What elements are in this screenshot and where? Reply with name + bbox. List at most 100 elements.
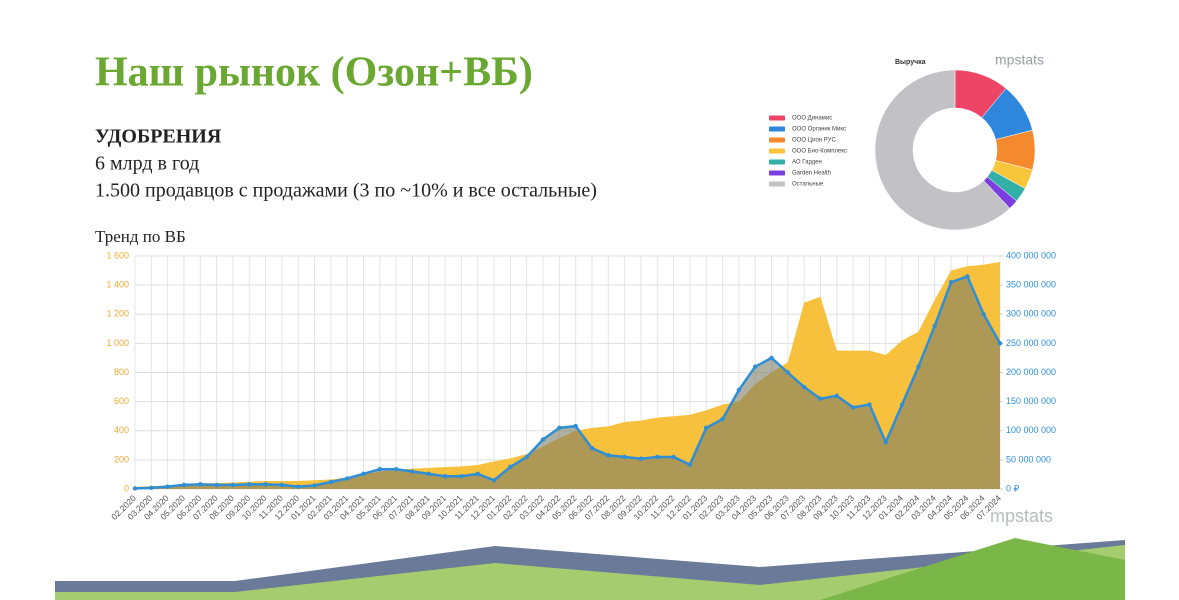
y-tick-label: 1 200 (106, 309, 129, 319)
point (932, 323, 937, 329)
point (214, 482, 219, 488)
point (247, 482, 252, 487)
point (720, 416, 725, 422)
point (296, 484, 301, 489)
point (606, 453, 611, 458)
point (181, 482, 187, 488)
point (687, 462, 693, 467)
point (508, 464, 513, 470)
watermark: mpstats (995, 52, 1044, 68)
legend-label: ООО Динамис (792, 116, 832, 122)
point (524, 454, 529, 460)
legend-swatch (769, 148, 785, 154)
point (850, 405, 856, 410)
legend-label: АО Гарден (792, 160, 822, 166)
line (134, 274, 1002, 490)
y-tick-label: 1 000 (106, 338, 129, 348)
point (132, 486, 138, 491)
point (573, 423, 578, 429)
text-line: 6 млрд в год (95, 153, 199, 175)
donut-title: Выручка (895, 59, 926, 66)
point (312, 483, 317, 488)
point (638, 456, 644, 461)
decor (55, 545, 1125, 600)
point (540, 437, 546, 442)
text-line: 1.500 продавцов с продажами (3 по ~10% и… (95, 180, 597, 202)
point (459, 473, 464, 479)
point (230, 482, 236, 488)
point (785, 370, 791, 375)
y2-tick-label: 150 000 000 (1006, 396, 1056, 406)
point (948, 280, 954, 285)
point (426, 471, 431, 477)
y2-tick-label: 400 000 000 (1006, 250, 1056, 260)
point (589, 446, 595, 451)
legend-label: ООО Био-Комплекс (792, 149, 847, 155)
decor (820, 538, 1125, 600)
point (769, 355, 774, 361)
point (997, 341, 1003, 346)
y-tick-label: 0 (124, 483, 129, 493)
legend-swatch (769, 181, 785, 187)
y2-tick-label: 200 000 000 (1006, 367, 1056, 377)
point (916, 364, 921, 369)
y-tick-label: 400 (114, 425, 129, 435)
point (736, 387, 742, 393)
legend-swatch (769, 159, 785, 165)
y-tick-label: 200 (114, 454, 129, 464)
legend-label: Garden Health (792, 171, 831, 177)
point (883, 440, 888, 445)
watermark: mpstats (990, 506, 1053, 526)
legend-swatch (769, 170, 785, 176)
y-tick-label: 1 400 (106, 280, 129, 290)
donut-slice (874, 69, 1011, 231)
slide-title: Наш рынок (Озон+ВБ) (95, 50, 533, 96)
point (557, 425, 562, 431)
point (818, 396, 823, 401)
legend-label: Остальные (792, 182, 824, 188)
subtitle: УДОБРЕНИЯ (95, 126, 222, 148)
point (361, 471, 366, 477)
point (198, 482, 203, 487)
point (704, 425, 709, 431)
point (442, 473, 448, 479)
point (263, 482, 268, 487)
point (655, 454, 660, 460)
point (965, 274, 970, 279)
y-tick-label: 1 600 (106, 250, 129, 260)
y2-tick-label: 0 ₽ (1006, 483, 1020, 493)
point (328, 479, 334, 485)
point (410, 469, 415, 474)
legend-swatch (769, 137, 785, 143)
charts: ООО Динамис ООО Органик Микс ООО Цион РУС О… (106, 69, 1056, 522)
point (834, 393, 839, 398)
point (393, 466, 399, 472)
chart-title: Тренд по ВБ (95, 227, 186, 246)
y-tick-label: 800 (114, 367, 129, 377)
y2-tick-label: 100 000 000 (1006, 425, 1056, 435)
point (801, 384, 807, 390)
y2-tick-label: 250 000 000 (1006, 338, 1056, 348)
point (377, 466, 383, 472)
point (867, 402, 872, 407)
legend-label: ООО Органик Микс (792, 127, 846, 133)
area (135, 276, 1000, 489)
legend-swatch (769, 115, 785, 121)
y2-tick-label: 50 000 000 (1006, 454, 1051, 464)
point (622, 454, 627, 460)
y-tick-label: 600 (114, 396, 129, 406)
point (981, 312, 986, 317)
point (165, 484, 170, 489)
point (671, 454, 676, 460)
point (752, 364, 758, 369)
point (279, 482, 285, 488)
point (475, 471, 480, 477)
point (149, 485, 154, 491)
legend-label: ООО Цион РУС (792, 138, 836, 144)
legend-swatch (769, 126, 785, 132)
point (344, 476, 350, 481)
y2-tick-label: 350 000 000 (1006, 280, 1056, 290)
point (899, 402, 905, 407)
point (491, 478, 497, 483)
